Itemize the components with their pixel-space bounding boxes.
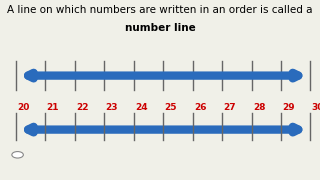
Text: 20: 20 (17, 103, 30, 112)
Text: 30: 30 (312, 103, 320, 112)
Circle shape (12, 152, 23, 158)
Text: 28: 28 (253, 103, 265, 112)
Text: number line: number line (124, 23, 196, 33)
Text: A line on which numbers are written in an order is called a: A line on which numbers are written in a… (7, 5, 313, 15)
Text: 26: 26 (194, 103, 206, 112)
Text: 23: 23 (106, 103, 118, 112)
Text: 24: 24 (135, 103, 148, 112)
Text: 25: 25 (164, 103, 177, 112)
Text: 29: 29 (282, 103, 295, 112)
Text: 27: 27 (223, 103, 236, 112)
Text: 21: 21 (47, 103, 59, 112)
Text: 22: 22 (76, 103, 89, 112)
